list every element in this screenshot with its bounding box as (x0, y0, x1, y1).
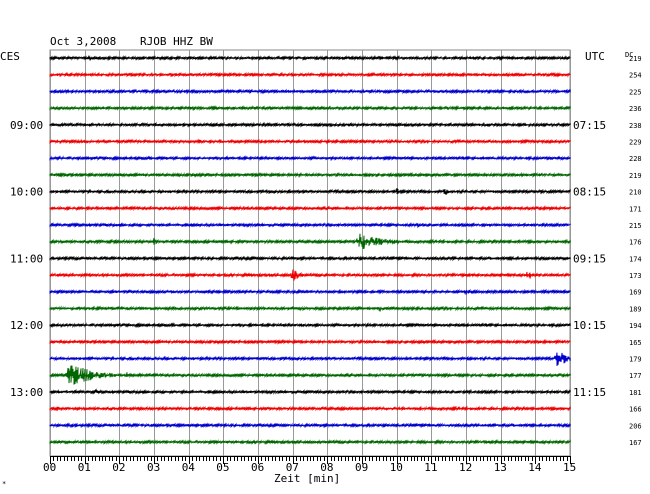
trace-row-11 (49, 233, 571, 250)
dc-offset-label: 169 (629, 289, 642, 297)
local-hour-label: 13:00 (10, 386, 43, 399)
right-timezone-label: UTC (585, 50, 605, 63)
trace-row-21 (49, 405, 571, 412)
x-tick-label: 01 (78, 461, 91, 474)
dc-offset-label: 215 (629, 222, 642, 230)
trace-row-6 (49, 155, 571, 162)
plot-frame (49, 49, 571, 457)
trace-row-2 (49, 88, 571, 95)
x-tick-label: 11 (424, 461, 437, 474)
trace-row-16 (49, 322, 571, 329)
x-tick-label: 05 (216, 461, 229, 474)
x-tick-label: 00 (43, 461, 56, 474)
trace-row-4 (49, 121, 571, 128)
dc-offset-label: 179 (629, 356, 642, 364)
dc-header-label: DC (625, 51, 633, 59)
dc-offset-label: 219 (629, 172, 642, 180)
corner-mark: * (2, 480, 6, 488)
utc-hour-label: 07:15 (573, 119, 606, 132)
trace-row-9 (49, 205, 571, 212)
x-axis-title: Zeit [min] (274, 472, 340, 485)
dc-offset-labels: 219 254 225 236 238 229 228 219 210 171 215 176 174 1… (629, 55, 642, 447)
dc-offset-label: 173 (629, 272, 642, 280)
x-axis: 00 01 02 03 04 05 06 07 08 09 10 11 12 13 14 15 (43, 456, 576, 474)
local-time-labels: 09:00 10:00 11:00 12:00 13:00 (10, 119, 43, 399)
local-hour-label: 11:00 (10, 252, 43, 265)
dc-offset-label: 238 (629, 122, 642, 130)
dc-offset-label: 189 (629, 305, 642, 313)
local-hour-label: 12:00 (10, 319, 43, 332)
x-tick-label: 04 (182, 461, 196, 474)
trace-row-3 (49, 105, 571, 112)
x-tick-label: 03 (147, 461, 160, 474)
trace-row-12 (49, 255, 571, 262)
x-tick-label: 13 (494, 461, 507, 474)
dc-offset-label: 165 (629, 339, 642, 347)
dc-offset-label: 236 (629, 105, 642, 113)
dc-offset-label: 181 (629, 389, 642, 397)
trace-row-14 (49, 288, 571, 295)
dc-offset-label: 206 (629, 422, 642, 430)
utc-hour-label: 11:15 (573, 386, 606, 399)
trace-row-15 (49, 305, 571, 312)
x-tick-label: 08 (320, 461, 333, 474)
x-tick-label: 10 (390, 461, 403, 474)
trace-row-8 (49, 187, 571, 195)
dc-offset-label: 225 (629, 88, 642, 96)
x-tick-label: 12 (459, 461, 472, 474)
x-tick-label: 06 (251, 461, 264, 474)
trace-row-13 (49, 269, 571, 281)
utc-hour-label: 09:15 (573, 252, 606, 265)
x-tick-label: 15 (563, 461, 576, 474)
trace-row-23 (49, 438, 571, 446)
trace-row-22 (49, 422, 571, 429)
trace-row-20 (49, 388, 571, 395)
trace-row-1 (49, 71, 571, 78)
dc-offset-label: 254 (629, 72, 642, 80)
dc-offset-label: 194 (629, 322, 642, 330)
local-hour-label: 09:00 (10, 119, 43, 132)
trace-row-5 (49, 138, 571, 145)
dc-offset-label: 166 (629, 406, 642, 414)
trace-row-7 (49, 171, 571, 178)
dc-offset-label: 171 (629, 205, 642, 213)
utc-hour-label: 08:15 (573, 186, 606, 199)
dc-offset-label: 229 (629, 139, 642, 147)
trace-row-18 (49, 352, 571, 366)
left-timezone-label: CES (0, 50, 20, 63)
dc-offset-label: 210 (629, 189, 642, 197)
seismic-traces (49, 55, 571, 446)
dc-offset-label: 219 (629, 55, 642, 63)
trace-row-17 (49, 338, 571, 345)
utc-hour-label: 10:15 (573, 319, 606, 332)
utc-time-labels: 07:15 08:15 09:15 10:15 11:15 (573, 119, 606, 399)
dc-offset-label: 174 (629, 255, 642, 263)
x-tick-label: 09 (355, 461, 368, 474)
trace-row-10 (49, 221, 571, 229)
plot-date: Oct 3,2008 (50, 35, 116, 48)
dc-offset-label: 167 (629, 439, 642, 447)
dc-offset-label: 228 (629, 155, 642, 163)
dc-offset-label: 177 (629, 372, 642, 380)
trace-row-19 (49, 365, 571, 385)
plot-station: RJOB HHZ BW (140, 35, 213, 48)
x-tick-label: 14 (528, 461, 542, 474)
minute-gridlines (49, 49, 571, 457)
x-tick-label: 02 (112, 461, 125, 474)
local-hour-label: 10:00 (10, 186, 43, 199)
dc-offset-label: 176 (629, 239, 642, 247)
trace-row-0 (49, 55, 571, 62)
x-tick-label: 07 (286, 461, 299, 474)
